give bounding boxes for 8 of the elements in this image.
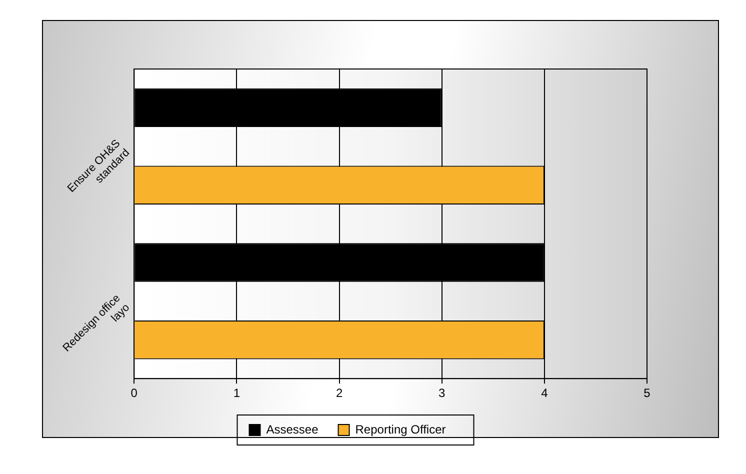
x-tick-label: 0 <box>130 386 138 400</box>
x-tick-label: 4 <box>541 386 548 400</box>
legend-label: Assessee <box>266 422 319 436</box>
legend-label: Reporting Officer <box>355 422 446 436</box>
x-tick-label: 3 <box>438 386 446 400</box>
x-tick-label: 1 <box>233 386 240 400</box>
x-tick-label: 2 <box>336 386 343 400</box>
x-tick-label: 5 <box>644 386 651 400</box>
